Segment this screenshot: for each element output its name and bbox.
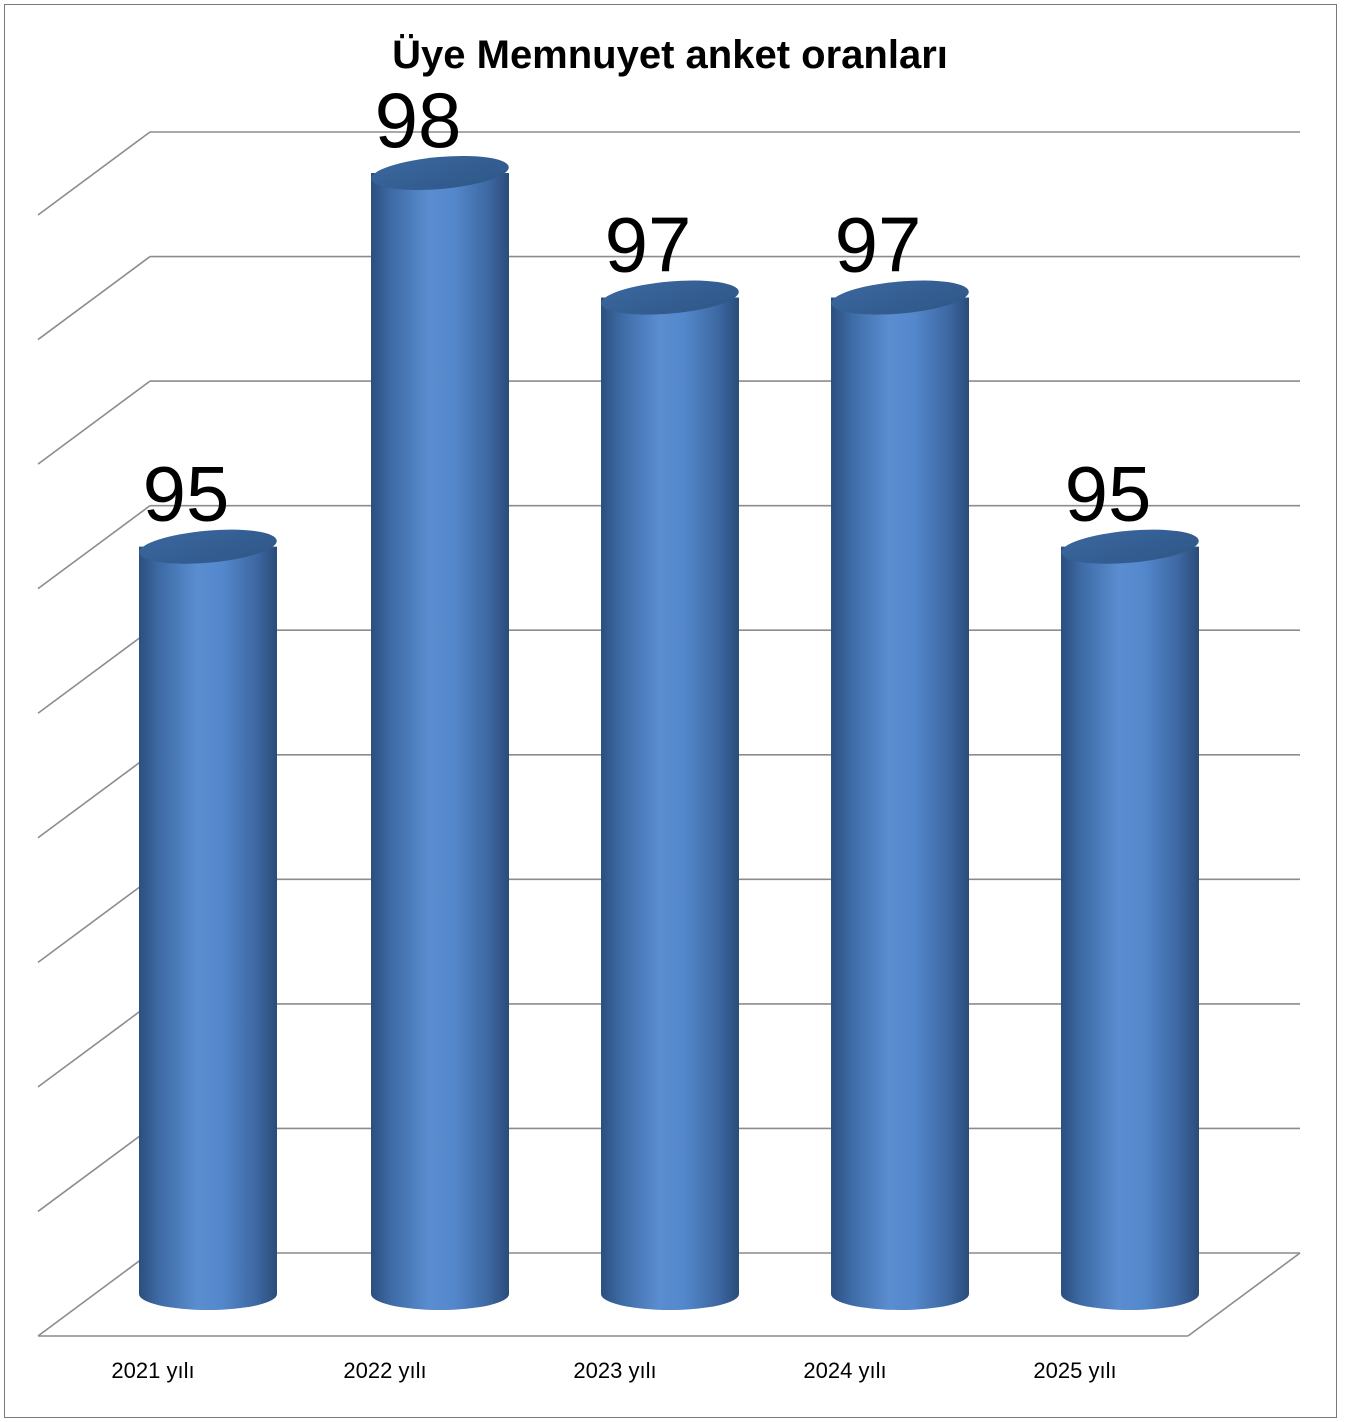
value-label: 97	[605, 201, 692, 289]
x-tick-label: 2021 yılı	[111, 1358, 194, 1383]
bars	[139, 155, 1199, 1310]
data-labels: 95 98 97 97 95	[143, 76, 1152, 538]
value-label: 95	[1065, 450, 1152, 538]
bar	[371, 155, 509, 1310]
bar-body	[601, 297, 739, 1310]
bar-body	[1061, 546, 1199, 1310]
bar	[139, 529, 277, 1310]
x-tick-label: 2023 yılı	[573, 1358, 656, 1383]
bar-top	[601, 280, 739, 315]
gridline-side	[37, 131, 151, 216]
x-axis-labels: 2021 yılı 2022 yılı 2023 yılı 2024 yılı 2025…	[111, 1358, 1116, 1383]
value-label: 98	[375, 76, 462, 164]
gridline-side	[37, 1003, 151, 1088]
bar-body	[139, 546, 277, 1310]
gridline-side	[37, 754, 151, 839]
value-label: 95	[143, 450, 230, 538]
gridline-side	[37, 255, 151, 341]
bar	[831, 280, 969, 1310]
bar-body	[831, 297, 969, 1310]
bar-top	[371, 155, 509, 191]
chart-title: Üye Memnuyet anket oranları	[392, 32, 948, 77]
bar	[1061, 529, 1199, 1310]
x-tick-label: 2025 yılı	[1033, 1358, 1116, 1383]
bar-top	[139, 529, 277, 564]
gridline-side	[37, 1252, 151, 1337]
gridline-side	[37, 629, 151, 714]
gridline-side	[37, 505, 151, 590]
gridline-side	[37, 878, 151, 963]
bar-body	[371, 173, 509, 1310]
floor-right-edge	[1187, 1252, 1301, 1337]
bar-top	[831, 280, 969, 315]
bar	[601, 280, 739, 1310]
x-tick-label: 2022 yılı	[343, 1358, 426, 1383]
bar-top	[1061, 529, 1199, 564]
gridline-side	[37, 1127, 151, 1213]
gridline-side	[37, 380, 151, 465]
x-tick-label: 2024 yılı	[803, 1358, 886, 1383]
value-label: 97	[835, 201, 922, 289]
